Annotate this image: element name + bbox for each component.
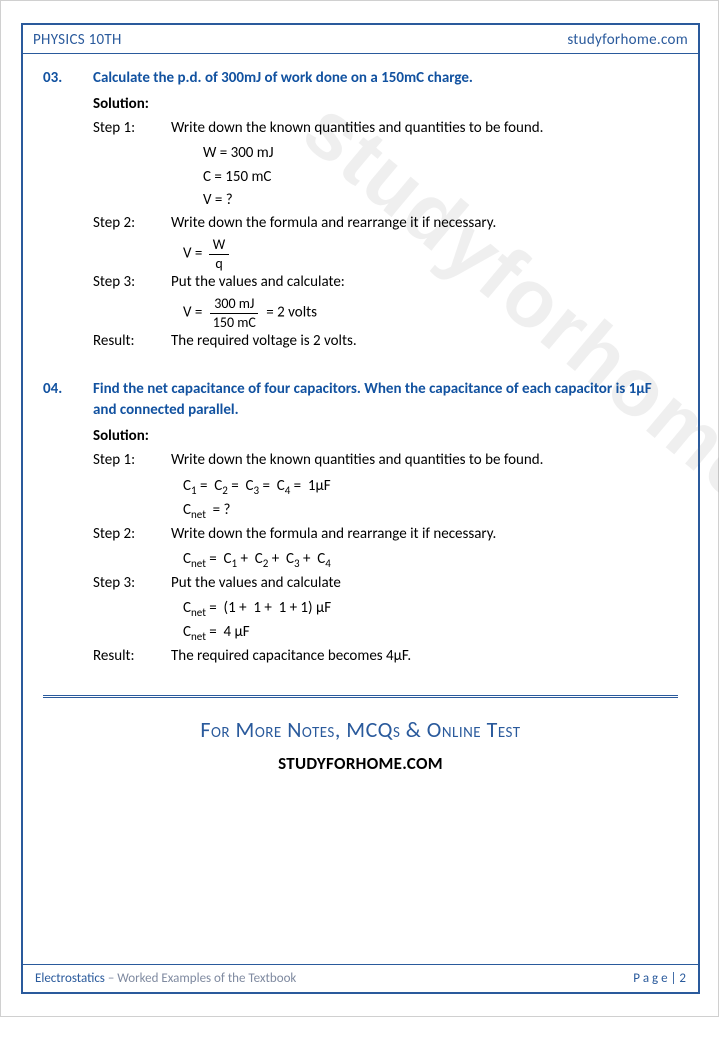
header-right: studyforhome.com [567, 31, 688, 49]
fraction-numerator: 300 mJ [210, 296, 258, 313]
step-body: Put the values and calculate [171, 572, 678, 595]
step-1: Step 1: Write down the known quantities … [93, 117, 678, 140]
step-body: Write down the known quantities and quan… [171, 449, 678, 472]
solution-block: Solution: Step 1: Write down the known q… [93, 95, 678, 353]
step-label: Step 2: [93, 212, 171, 235]
step-2: Step 2: Write down the formula and rearr… [93, 523, 678, 546]
footer-page: P a g e | 2 [633, 971, 686, 986]
question-row: 04. Find the net capacitance of four cap… [43, 379, 678, 421]
fraction-numerator: W [209, 237, 229, 254]
step-label: Step 2: [93, 523, 171, 546]
step-3: Step 3: Put the values and calculate [93, 572, 678, 595]
promo-line-1: For More Notes, MCQs & Online Test [43, 716, 678, 743]
formula-line: V = W q [183, 237, 678, 271]
formula-line: Cnet = (1 + 1 + 1 + 1) µF [183, 597, 678, 621]
fraction: W q [209, 237, 229, 271]
formula-line: Cnet = C1 + C2 + C3 + C4 [183, 548, 678, 572]
given-line: Cnet = ? [183, 499, 678, 523]
footer-left: Electrostatics – Worked Examples of the … [35, 971, 296, 986]
question-text: Find the net capacitance of four capacit… [93, 379, 678, 421]
page-header: PHYSICS 10TH studyforhome.com [23, 25, 698, 54]
question-number: 04. [43, 379, 79, 421]
header-left: PHYSICS 10TH [33, 31, 122, 49]
given-line: C1 = C2 = C3 = C4 = 1µF [183, 475, 678, 499]
formula-lhs: V = [183, 304, 202, 322]
fraction-denominator: q [211, 255, 226, 271]
fraction: 300 mJ 150 mC [209, 296, 260, 330]
step-label: Step 3: [93, 271, 171, 294]
step-label: Step 3: [93, 572, 171, 595]
footer-subtitle: – Worked Examples of the Textbook [105, 971, 296, 986]
problem-03: 03. Calculate the p.d. of 300mJ of work … [43, 68, 678, 353]
page-footer: Electrostatics – Worked Examples of the … [23, 964, 698, 992]
page-frame: PHYSICS 10TH studyforhome.com studyforho… [21, 23, 700, 994]
section-divider [43, 695, 678, 698]
result-row: Result: The required voltage is 2 volts. [93, 330, 678, 353]
step-2: Step 2: Write down the formula and rearr… [93, 212, 678, 235]
step-body: Write down the formula and rearrange it … [171, 523, 678, 546]
question-number: 03. [43, 68, 79, 89]
solution-label: Solution: [93, 95, 678, 113]
footer-chapter: Electrostatics [35, 971, 105, 986]
promo-line-2: STUDYFORHOME.COM [43, 753, 678, 774]
given-line: W = 300 mJ [203, 142, 678, 165]
solution-block: Solution: Step 1: Write down the known q… [93, 427, 678, 668]
result-label: Result: [93, 330, 171, 353]
given-line: C = 150 mC [203, 166, 678, 189]
formula-line: V = 300 mJ 150 mC = 2 volts [183, 296, 678, 330]
step-3: Step 3: Put the values and calculate: [93, 271, 678, 294]
step-label: Step 1: [93, 449, 171, 472]
problem-04: 04. Find the net capacitance of four cap… [43, 379, 678, 668]
formula-line: Cnet = 4 µF [183, 621, 678, 645]
result-row: Result: The required capacitance becomes… [93, 645, 678, 668]
fraction-denominator: 150 mC [209, 314, 260, 330]
result-text: The required voltage is 2 volts. [171, 330, 678, 353]
question-text: Calculate the p.d. of 300mJ of work done… [93, 68, 678, 89]
step-body: Put the values and calculate: [171, 271, 678, 294]
formula-rhs: = 2 volts [266, 304, 317, 322]
page-content: 03. Calculate the p.d. of 300mJ of work … [23, 54, 698, 784]
promo-block: For More Notes, MCQs & Online Test STUDY… [43, 716, 678, 774]
solution-label: Solution: [93, 427, 678, 445]
result-label: Result: [93, 645, 171, 668]
formula-lhs: V = [183, 245, 202, 263]
step-body: Write down the known quantities and quan… [171, 117, 678, 140]
question-row: 03. Calculate the p.d. of 300mJ of work … [43, 68, 678, 89]
step-label: Step 1: [93, 117, 171, 140]
given-line: V = ? [203, 189, 678, 212]
step-body: Write down the formula and rearrange it … [171, 212, 678, 235]
step-1: Step 1: Write down the known quantities … [93, 449, 678, 472]
result-text: The required capacitance becomes 4µF. [171, 645, 678, 668]
